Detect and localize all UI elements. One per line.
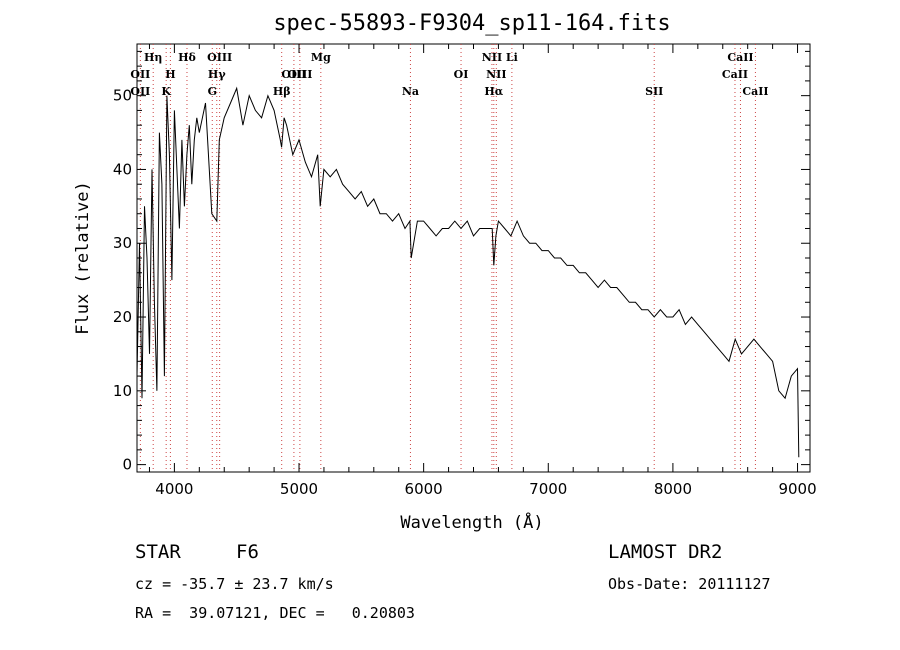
y-tick-label: 30 bbox=[113, 234, 132, 252]
chart-title: spec-55893-F9304_sp11-164.fits bbox=[273, 11, 670, 36]
line-label: OIII bbox=[287, 68, 312, 81]
line-label: Na bbox=[402, 85, 419, 98]
line-label: Mg bbox=[311, 51, 331, 64]
x-axis-label: Wavelength (Å) bbox=[400, 511, 543, 533]
y-axis-label: Flux (relative) bbox=[73, 181, 93, 335]
x-tick-label: 4000 bbox=[155, 480, 193, 498]
reference-lines bbox=[139, 44, 756, 472]
x-tick-label: 7000 bbox=[529, 480, 567, 498]
line-label: Hα bbox=[484, 85, 503, 98]
line-label: Hβ bbox=[273, 85, 291, 98]
line-label: Hγ bbox=[208, 68, 226, 81]
coords-text: RA = 39.07121, DEC = 0.20803 bbox=[135, 604, 415, 622]
line-label: CaII bbox=[722, 68, 748, 81]
y-tick-label: 40 bbox=[113, 160, 132, 178]
spectrum-line bbox=[136, 86, 800, 458]
y-tick-label: 50 bbox=[113, 87, 132, 105]
y-tick-label: 0 bbox=[122, 456, 132, 474]
plot-frame bbox=[136, 43, 811, 473]
x-tick-label: 6000 bbox=[405, 480, 443, 498]
x-tick-label: 5000 bbox=[280, 480, 318, 498]
line-label: CaII bbox=[727, 51, 753, 64]
x-tick-label: 8000 bbox=[654, 480, 692, 498]
line-label: OII bbox=[130, 85, 150, 98]
line-label: OIII bbox=[281, 68, 306, 81]
line-label: OII bbox=[130, 68, 150, 81]
axis-ticks: 4000 5000 6000 7000 8000 9000 0 10 20 30 40 50 bbox=[113, 44, 817, 498]
line-label: G bbox=[208, 85, 217, 98]
line-label: NII bbox=[486, 68, 506, 81]
line-label: Hδ bbox=[178, 51, 196, 64]
line-label: NII bbox=[482, 51, 502, 64]
class-label: STAR bbox=[135, 541, 181, 563]
obs-date-text: Obs-Date: 20111127 bbox=[608, 575, 771, 593]
redshift-text: cz = -35.7 ± 23.7 km/s bbox=[135, 575, 334, 593]
subclass-label: F6 bbox=[236, 541, 259, 563]
survey-label: LAMOST DR2 bbox=[608, 541, 723, 563]
line-label: SII bbox=[645, 85, 663, 98]
line-label: CaII bbox=[742, 85, 768, 98]
x-tick-label: 9000 bbox=[778, 480, 816, 498]
y-tick-label: 10 bbox=[113, 382, 132, 400]
line-label: OI bbox=[454, 68, 469, 81]
line-label: K bbox=[161, 85, 171, 98]
line-label: OIII bbox=[207, 51, 232, 64]
line-label: Li bbox=[506, 51, 518, 64]
line-label: H bbox=[165, 68, 175, 81]
y-tick-label: 20 bbox=[113, 308, 132, 326]
line-label: Hη bbox=[144, 51, 162, 64]
